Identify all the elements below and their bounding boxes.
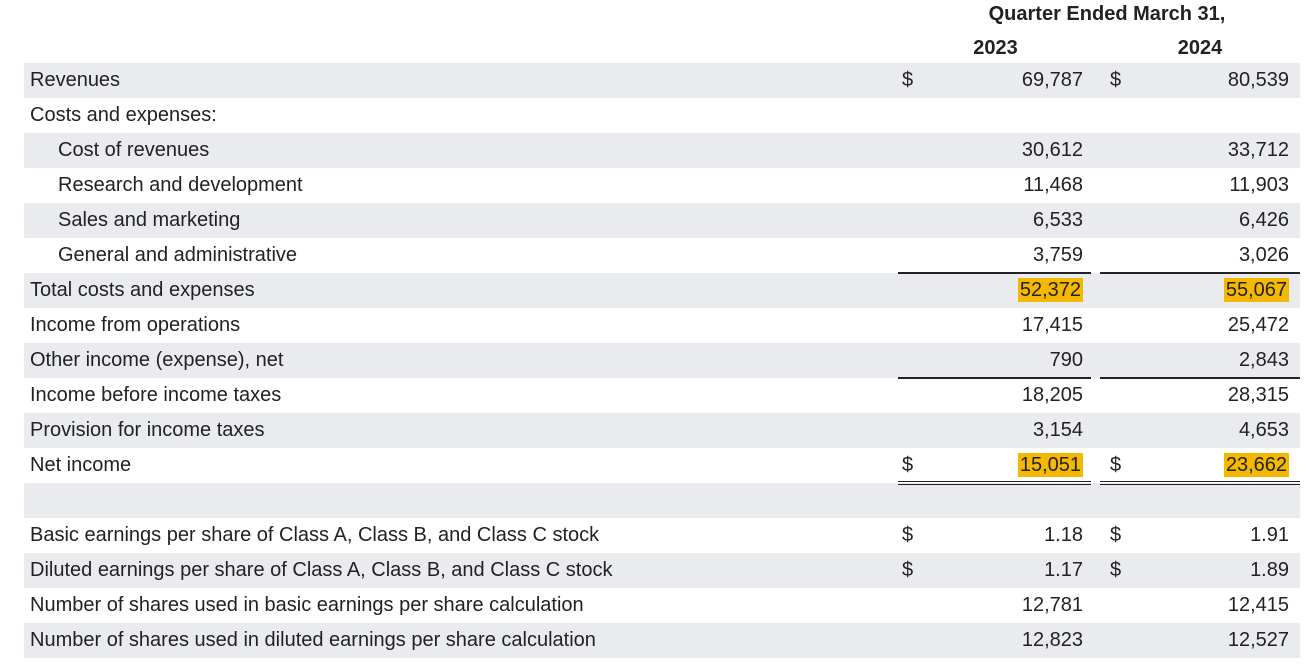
row-label: Income before income taxes xyxy=(30,384,282,406)
currency-symbol: $ xyxy=(902,454,914,476)
table-row: Basic earnings per share of Class A, Cla… xyxy=(24,518,1300,553)
total-double-rule xyxy=(1100,481,1300,485)
currency-symbol: $ xyxy=(902,69,914,91)
table-row: Number of shares used in diluted earning… xyxy=(24,623,1300,658)
table-row: Cost of revenues 30,612 33,712 xyxy=(24,133,1300,168)
table-row: Costs and expenses: xyxy=(24,98,1300,133)
table-row: Sales and marketing 6,533 6,426 xyxy=(24,203,1300,238)
total-double-rule xyxy=(898,481,1091,485)
row-label: Cost of revenues xyxy=(58,139,210,161)
table-row: Number of shares used in basic earnings … xyxy=(24,588,1300,623)
subtotal-rule xyxy=(1100,272,1300,274)
table-row: Total costs and expenses 52,372 55,067 xyxy=(24,273,1300,308)
table-row: Income from operations 17,415 25,472 xyxy=(24,308,1300,343)
row-label: Diluted earnings per share of Class A, C… xyxy=(30,559,613,581)
value-2024: 28,315 xyxy=(1227,384,1289,406)
row-label: Sales and marketing xyxy=(58,209,241,231)
currency-symbol: $ xyxy=(1110,454,1122,476)
value-2024: 6,426 xyxy=(1238,209,1289,231)
highlighted-value: 23,662 xyxy=(1223,453,1289,477)
currency-symbol: $ xyxy=(1110,559,1122,581)
value-2024: 1.89 xyxy=(1250,559,1289,581)
table-row: Diluted earnings per share of Class A, C… xyxy=(24,553,1300,588)
value-2024: 80,539 xyxy=(1227,69,1289,91)
value-2023: 3,759 xyxy=(1032,244,1083,266)
value-2023: 30,612 xyxy=(1021,139,1083,161)
value-2024: 12,415 xyxy=(1227,594,1289,616)
row-label: Provision for income taxes xyxy=(30,419,265,441)
highlighted-value: 15,051 xyxy=(1017,453,1083,477)
column-group-title: Quarter Ended March 31, xyxy=(988,3,1226,25)
value-2023: 790 xyxy=(1049,349,1083,371)
value-2023: 12,823 xyxy=(1021,629,1083,651)
value-2023: 52,372 xyxy=(1017,273,1083,308)
value-2023: 69,787 xyxy=(1021,69,1083,91)
subtotal-rule xyxy=(898,272,1091,274)
row-label: Number of shares used in basic earnings … xyxy=(30,594,584,616)
table-row: General and administrative 3,759 3,026 xyxy=(24,238,1300,273)
value-2024: 2,843 xyxy=(1238,349,1289,371)
subtotal-rule xyxy=(898,377,1091,379)
table-row: Net income $15,051 $23,662 xyxy=(24,448,1300,483)
value-2024: 12,527 xyxy=(1227,629,1289,651)
value-2023: 1.18 xyxy=(1044,524,1083,546)
row-label: Revenues xyxy=(30,69,121,91)
subtotal-rule xyxy=(1100,377,1300,379)
value-2024: 4,653 xyxy=(1238,419,1289,441)
currency-symbol: $ xyxy=(1110,524,1122,546)
row-label: Other income (expense), net xyxy=(30,349,284,371)
row-label: Number of shares used in diluted earning… xyxy=(30,629,596,651)
table-row: Income before income taxes 18,205 28,315 xyxy=(24,378,1300,413)
table-row: Other income (expense), net 790 2,843 xyxy=(24,343,1300,378)
value-2023: 3,154 xyxy=(1032,419,1083,441)
table-row: Revenues $69,787 $80,539 xyxy=(24,63,1300,98)
value-2023: 1.17 xyxy=(1044,559,1083,581)
value-2023: 18,205 xyxy=(1021,384,1083,406)
row-label: Income from operations xyxy=(30,314,241,336)
value-2023: 15,051 xyxy=(1017,448,1083,483)
row-label: Costs and expenses: xyxy=(30,104,217,126)
row-label: General and administrative xyxy=(58,244,298,266)
table-row: Provision for income taxes 3,154 4,653 xyxy=(24,413,1300,448)
row-label: Net income xyxy=(30,454,132,476)
currency-symbol: $ xyxy=(1110,69,1122,91)
highlighted-value: 55,067 xyxy=(1223,278,1289,302)
value-2024: 55,067 xyxy=(1223,273,1289,308)
value-2023: 17,415 xyxy=(1021,314,1083,336)
value-2024: 11,903 xyxy=(1229,174,1289,196)
row-label: Research and development xyxy=(58,174,303,196)
year-header-2023: 2023 xyxy=(973,37,1018,59)
table-row xyxy=(24,483,1300,518)
year-header-2024: 2024 xyxy=(1177,37,1223,59)
value-2024: 1.91 xyxy=(1250,524,1289,546)
value-2024: 23,662 xyxy=(1223,448,1289,483)
value-2023: 11,468 xyxy=(1023,174,1083,196)
currency-symbol: $ xyxy=(902,524,914,546)
value-2023: 12,781 xyxy=(1021,594,1083,616)
row-label: Total costs and expenses xyxy=(30,279,255,301)
value-2023: 6,533 xyxy=(1032,209,1083,231)
value-2024: 3,026 xyxy=(1238,244,1289,266)
row-label: Basic earnings per share of Class A, Cla… xyxy=(30,524,600,546)
value-2024: 25,472 xyxy=(1227,314,1289,336)
table-row: Research and development 11,468 11,903 xyxy=(24,168,1300,203)
currency-symbol: $ xyxy=(902,559,914,581)
highlighted-value: 52,372 xyxy=(1017,278,1083,302)
value-2024: 33,712 xyxy=(1227,139,1289,161)
